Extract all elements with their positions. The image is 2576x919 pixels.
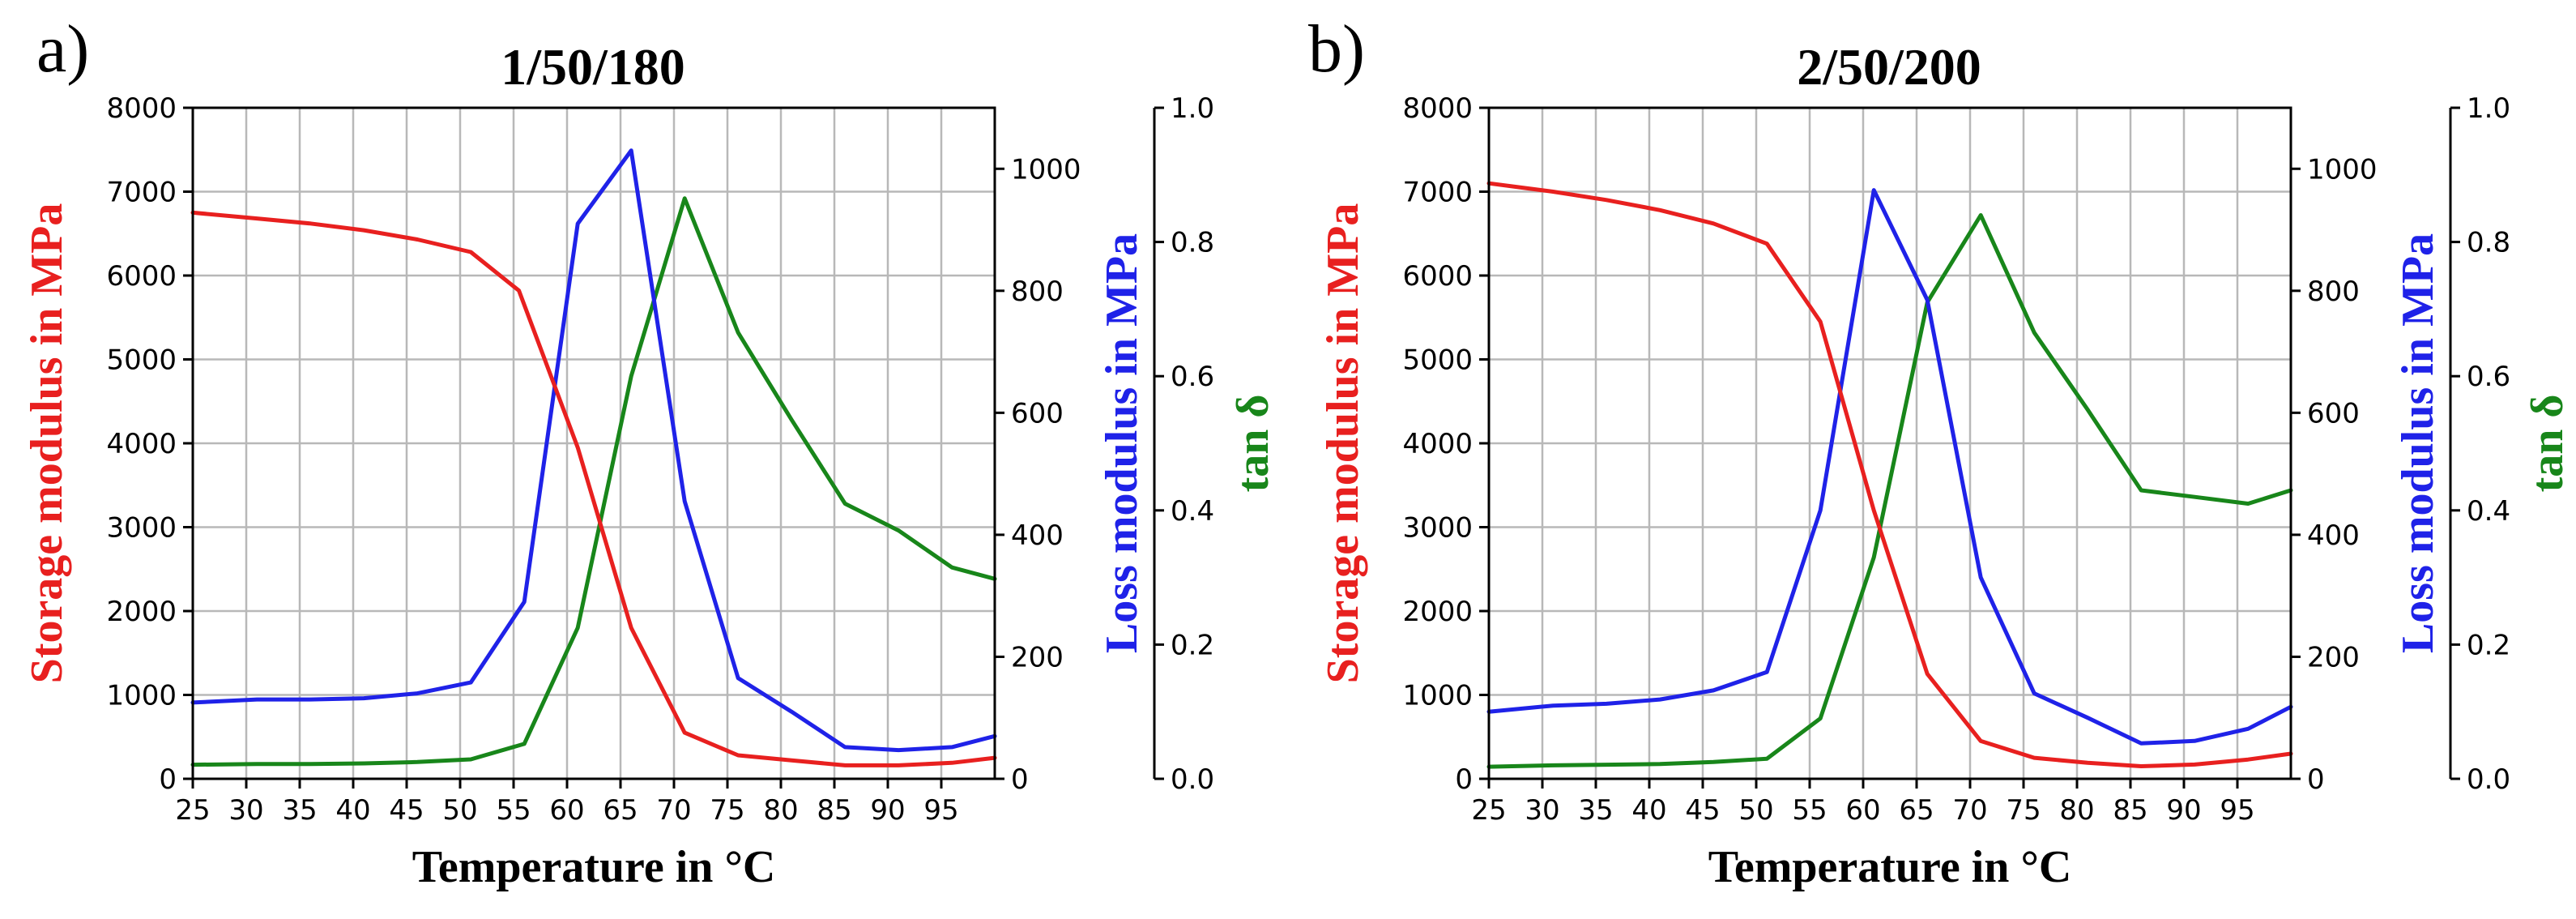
y-tick-label: 7000 xyxy=(106,177,177,209)
y-tick-label: 3000 xyxy=(1402,512,1473,545)
x-axis-label: Temperature in °C xyxy=(1708,842,2072,892)
x-tick-label: 55 xyxy=(1792,794,1827,827)
y3-tick-label: 1.0 xyxy=(1171,92,1214,125)
x-tick-label: 80 xyxy=(2059,794,2094,827)
x-tick-label: 55 xyxy=(496,794,531,827)
x-tick-label: 40 xyxy=(335,794,370,827)
gridlines xyxy=(191,106,995,780)
y2-tick-label: 400 xyxy=(2307,519,2360,552)
x-tick-label: 65 xyxy=(1899,794,1934,827)
y2-tick-label: 400 xyxy=(1011,519,1064,552)
x-tick-label: 60 xyxy=(1845,794,1880,827)
y-tick-label: 5000 xyxy=(1402,344,1473,377)
series-line-loss xyxy=(190,148,997,753)
y3-tick-label: 0.6 xyxy=(1171,361,1214,393)
y2-tick-label: 600 xyxy=(2307,397,2360,430)
y-tick-label: 5000 xyxy=(106,344,177,377)
x-tick-label: 35 xyxy=(1578,794,1613,827)
axis-ticks: 25 30 35 40 45 50 55 60 65 70 75 80 85 90 950100020003… xyxy=(106,92,1214,827)
y-tick-label: 4000 xyxy=(1402,428,1473,460)
x-tick-label: 35 xyxy=(282,794,317,827)
y3-tick-label: 0.2 xyxy=(2467,629,2510,661)
data-lines xyxy=(1486,181,2293,769)
x-tick-label: 75 xyxy=(710,794,744,827)
y3-tick-label: 1.0 xyxy=(2467,92,2510,125)
y-axis-label-loss: Loss modulus in MPa xyxy=(2393,233,2443,653)
y3-tick-label: 0.4 xyxy=(2467,495,2510,528)
x-tick-label: 45 xyxy=(1685,794,1720,827)
x-tick-label: 25 xyxy=(1471,794,1506,827)
y-tick-label: 7000 xyxy=(1402,177,1473,209)
x-tick-label: 30 xyxy=(228,794,263,827)
y2-tick-label: 0 xyxy=(2307,763,2325,796)
x-tick-label: 90 xyxy=(870,794,905,827)
y2-tick-label: 1000 xyxy=(1011,153,1081,186)
y-tick-label: 8000 xyxy=(106,92,177,125)
gridlines xyxy=(1487,106,2291,780)
x-tick-label: 25 xyxy=(175,794,210,827)
chart-panel-b: b) 2/50/200 25 30 35 40 45 50 55 60 65 70 75 80 85 90… xyxy=(1308,11,2573,892)
y-tick-label: 6000 xyxy=(1402,260,1473,293)
chart-panel-a: a) 1/50/180 25 30 35 40 45 50 55 60 65 70 75 80 85 90… xyxy=(22,11,1278,892)
y-tick-label: 6000 xyxy=(106,260,177,293)
x-tick-label: 95 xyxy=(2220,794,2254,827)
y2-tick-label: 1000 xyxy=(2307,153,2378,186)
x-tick-label: 85 xyxy=(817,794,851,827)
x-tick-label: 50 xyxy=(1738,794,1773,827)
y3-tick-label: 0.0 xyxy=(1171,763,1214,796)
y-axis-label-loss: Loss modulus in MPa xyxy=(1097,233,1147,653)
x-tick-label: 90 xyxy=(2166,794,2201,827)
x-tick-label: 70 xyxy=(656,794,691,827)
y2-tick-label: 200 xyxy=(1011,641,1064,673)
series-line-loss xyxy=(1486,188,2293,746)
x-tick-label: 85 xyxy=(2113,794,2147,827)
x-tick-label: 30 xyxy=(1525,794,1559,827)
x-tick-label: 40 xyxy=(1631,794,1666,827)
y-tick-label: 1000 xyxy=(1402,680,1473,712)
x-tick-label: 70 xyxy=(1952,794,1987,827)
y3-tick-label: 0.4 xyxy=(1171,495,1214,528)
y2-tick-label: 800 xyxy=(2307,276,2360,308)
y3-tick-label: 0.6 xyxy=(2467,361,2510,393)
y-axis-label-tan-delta: tan δ xyxy=(1228,395,1278,493)
series-line-storage xyxy=(190,210,997,767)
y3-tick-label: 0.8 xyxy=(2467,227,2510,259)
series-line-tan xyxy=(190,196,997,767)
x-tick-label: 65 xyxy=(603,794,638,827)
data-lines xyxy=(190,148,997,767)
y2-tick-label: 800 xyxy=(1011,276,1064,308)
y3-tick-label: 0.0 xyxy=(2467,763,2510,796)
y3-tick-label: 0.8 xyxy=(1171,227,1214,259)
y2-tick-label: 0 xyxy=(1011,763,1029,796)
y-axis-label-storage: Storage modulus in MPa xyxy=(22,203,72,684)
x-tick-label: 75 xyxy=(2006,794,2041,827)
y2-tick-label: 600 xyxy=(1011,397,1064,430)
y-tick-label: 2000 xyxy=(1402,596,1473,628)
y-axis-label-tan-delta: tan δ xyxy=(2523,395,2573,493)
x-tick-label: 50 xyxy=(442,794,477,827)
y2-tick-label: 200 xyxy=(2307,641,2360,673)
x-tick-label: 45 xyxy=(389,794,424,827)
x-tick-label: 95 xyxy=(923,794,958,827)
y-tick-label: 0 xyxy=(1455,763,1473,796)
chart-title: 2/50/200 xyxy=(1797,38,1981,96)
y-axis-label-storage: Storage modulus in MPa xyxy=(1318,203,1368,684)
x-tick-label: 80 xyxy=(763,794,798,827)
y-tick-label: 4000 xyxy=(106,428,177,460)
series-line-tan xyxy=(1486,213,2293,769)
y-tick-label: 1000 xyxy=(106,680,177,712)
y-tick-label: 8000 xyxy=(1402,92,1473,125)
y3-tick-label: 0.2 xyxy=(1171,629,1214,661)
panel-label: b) xyxy=(1308,11,1365,87)
panel-label: a) xyxy=(36,11,89,87)
axis-ticks: 25 30 35 40 45 50 55 60 65 70 75 80 85 90 950100020003… xyxy=(1402,92,2510,827)
x-axis-label: Temperature in °C xyxy=(412,842,776,892)
chart-title: 1/50/180 xyxy=(501,38,685,96)
y-tick-label: 0 xyxy=(159,763,177,796)
y-tick-label: 2000 xyxy=(106,596,177,628)
y-tick-label: 3000 xyxy=(106,512,177,545)
series-line-storage xyxy=(1486,181,2293,768)
x-tick-label: 60 xyxy=(549,794,584,827)
